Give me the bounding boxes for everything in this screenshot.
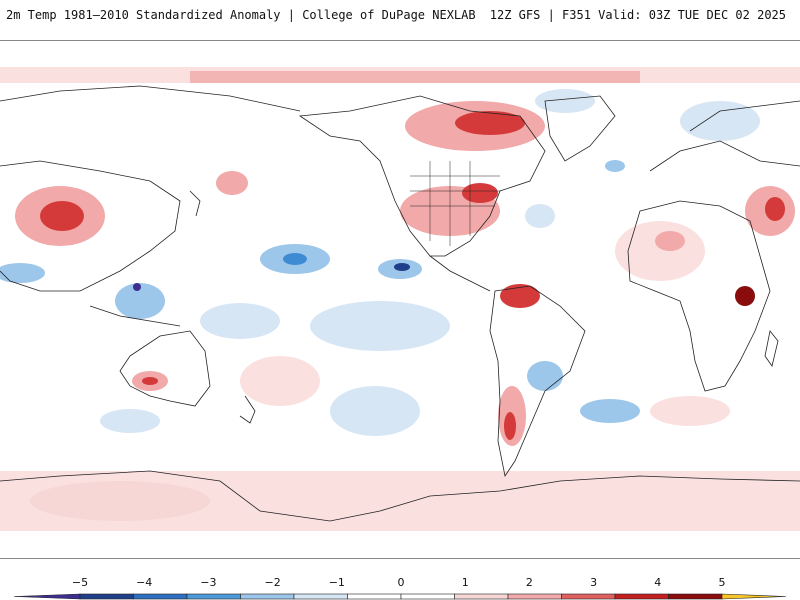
map-canvas bbox=[0, 67, 800, 531]
colorbar-tick-label: −3 bbox=[200, 576, 216, 589]
anomaly-patch bbox=[605, 160, 625, 172]
colorbar-tick-label: −4 bbox=[136, 576, 152, 589]
product-title: 2m Temp 1981–2010 Standardized Anomaly |… bbox=[6, 8, 476, 22]
colorbar-tick-label: 3 bbox=[590, 576, 597, 589]
anomaly-patch bbox=[394, 263, 410, 271]
colorbar-tick-label: −1 bbox=[329, 576, 345, 589]
anomaly-patch bbox=[504, 412, 516, 440]
anomaly-patch bbox=[40, 201, 84, 231]
legend-colorbar: −5 −4 −3 −2 −1 0 1 2 3 4 5 bbox=[0, 568, 800, 600]
colorbar-segment bbox=[347, 593, 402, 600]
anomaly-patch bbox=[0, 263, 45, 283]
anomaly-patch bbox=[30, 481, 210, 521]
world-map bbox=[0, 40, 800, 559]
greenland-outline bbox=[544, 95, 616, 162]
anomaly-patch bbox=[330, 386, 420, 436]
anomaly-patch bbox=[615, 221, 705, 281]
anomaly-patch bbox=[527, 361, 563, 391]
anomaly-patch bbox=[735, 286, 755, 306]
colorbar-tick-label: 2 bbox=[526, 576, 533, 589]
colorbar-segment bbox=[614, 593, 669, 600]
colorbar-tick-label: 0 bbox=[398, 576, 405, 589]
colorbar-segment bbox=[133, 593, 188, 600]
anomaly-patch bbox=[310, 301, 450, 351]
japan-outline bbox=[189, 190, 201, 217]
colorbar-left-arrow bbox=[13, 593, 81, 600]
anomaly-patch bbox=[216, 171, 248, 195]
anomaly-patch bbox=[133, 283, 141, 291]
anomaly-patch bbox=[240, 356, 320, 406]
colorbar-segment bbox=[507, 593, 562, 600]
colorbar-tick-label: 5 bbox=[719, 576, 726, 589]
anomaly-patch bbox=[500, 284, 540, 308]
new-zealand-outline bbox=[239, 395, 256, 424]
colorbar-tick-label: 1 bbox=[462, 576, 469, 589]
colorbar-segment bbox=[561, 593, 616, 600]
colorbar-segment bbox=[186, 593, 241, 600]
anomaly-patch bbox=[190, 71, 640, 83]
africa-outline bbox=[627, 200, 771, 392]
anomaly-patch bbox=[142, 377, 158, 385]
colorbar-tick-label: −2 bbox=[264, 576, 280, 589]
anomaly-patch bbox=[200, 303, 280, 339]
anomaly-patch bbox=[462, 183, 498, 203]
australia-outline bbox=[119, 330, 211, 407]
colorbar-tick-label: 4 bbox=[654, 576, 661, 589]
antarctica-outline bbox=[0, 470, 800, 522]
indonesia-outline bbox=[89, 305, 181, 327]
colorbar-segment bbox=[400, 593, 455, 600]
anomaly-patch bbox=[580, 399, 640, 423]
anomaly-patch bbox=[535, 89, 595, 113]
header-bar: 2m Temp 1981–2010 Standardized Anomaly |… bbox=[0, 0, 800, 38]
colorbar-svg: −5 −4 −3 −2 −1 0 1 2 3 4 5 bbox=[13, 576, 787, 600]
colorbar-segment bbox=[240, 593, 295, 600]
us-state-lines bbox=[410, 161, 500, 246]
colorbar-right-arrow bbox=[721, 593, 787, 600]
coastlines bbox=[0, 85, 800, 522]
colorbar-segment bbox=[454, 593, 509, 600]
central-america-outline bbox=[429, 255, 491, 292]
anomaly-patch bbox=[680, 101, 760, 141]
colorbar-segment bbox=[79, 593, 134, 600]
colorbar-tick-label: −5 bbox=[72, 576, 88, 589]
anomaly-patch bbox=[525, 204, 555, 228]
anomaly-patch bbox=[765, 197, 785, 221]
anomaly-patch bbox=[655, 231, 685, 251]
model-valid-time: 12Z GFS | F351 Valid: 03Z TUE DEC 02 202… bbox=[489, 8, 786, 22]
eurasia-outline bbox=[0, 85, 800, 292]
south-america-outline bbox=[489, 285, 586, 478]
colorbar-segment bbox=[293, 593, 348, 600]
anomaly-patch bbox=[455, 111, 525, 135]
anomaly-patch bbox=[115, 283, 165, 319]
anomaly-patch bbox=[100, 409, 160, 433]
anomaly-patch bbox=[283, 253, 307, 265]
madagascar-outline bbox=[764, 330, 779, 367]
north-america-outline bbox=[298, 95, 546, 257]
anomaly-patch bbox=[650, 396, 730, 426]
colorbar-segment bbox=[668, 593, 723, 600]
